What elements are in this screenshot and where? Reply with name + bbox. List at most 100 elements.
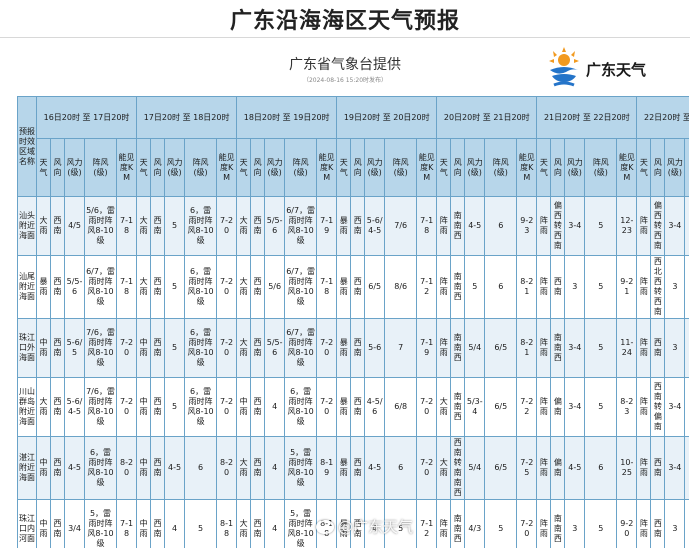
forecast-cell: 偏西转西南 (650, 196, 666, 256)
forecast-cell: 暴雨 (336, 196, 352, 256)
column-header: 阵风(级) (684, 138, 689, 197)
forecast-cell: 7-19 (416, 318, 438, 378)
forecast-cell: 7/6，雷雨时阵风8-10级 (84, 318, 117, 378)
forecast-cell: 7-20 (115, 377, 138, 437)
column-header: 能见度KM (216, 138, 238, 197)
forecast-cell: 3 (664, 499, 686, 548)
forecast-cell: 西北西转西南 (650, 255, 666, 319)
forecast-cell: 阵雨 (636, 436, 652, 500)
forecast-cell: 大雨 (436, 377, 452, 437)
column-header: 天气 (36, 138, 51, 197)
forecast-cell: 西南 (50, 436, 65, 500)
forecast-cell: 暴雨 (336, 318, 352, 378)
column-header: 风力(级) (564, 138, 586, 197)
column-header: 风向 (350, 138, 366, 197)
column-header: 风向 (50, 138, 65, 197)
forecast-cell: 5 (684, 255, 689, 319)
column-header: 天气 (536, 138, 552, 197)
forecast-cell: 6/5 (484, 318, 518, 378)
forecast-cell: 12-23 (616, 196, 638, 256)
forecast-cell: 5，雷雨时阵风8-10级 (84, 499, 117, 548)
forecast-cell: 6，雷雨时阵风8-10级 (184, 196, 218, 256)
forecast-cell: 阵雨 (636, 377, 652, 437)
forecast-cell: 西南 (50, 499, 65, 548)
forecast-cell: 5 (684, 499, 689, 548)
forecast-cell: 6，雷雨时阵风8-10级 (184, 377, 218, 437)
forecast-cell: 5 (164, 318, 186, 378)
period-header: 22日20时 至 23日20时 (636, 96, 689, 139)
forecast-cell: 7-20 (416, 377, 438, 437)
forecast-cell: 阵雨 (636, 196, 652, 256)
forecast-cell: 西南 (250, 255, 266, 319)
forecast-cell: 5 (584, 377, 618, 437)
column-header: 阵风(级) (284, 138, 318, 197)
column-header: 阵风(级) (84, 138, 117, 197)
forecast-cell: 3 (664, 255, 686, 319)
column-header: 能见度KM (516, 138, 538, 197)
logo-text: 广东天气 (586, 60, 647, 79)
forecast-cell: 西南 (350, 196, 366, 256)
forecast-cell: 6，雷雨时阵风8-10级 (184, 318, 218, 378)
forecast-cell: 偏西转西南 (550, 196, 566, 256)
forecast-cell: 南南西 (450, 196, 466, 256)
forecast-cell: 5-6/4-5 (364, 196, 386, 256)
column-header: 阵风(级) (584, 138, 618, 197)
forecast-cell: 9-23 (516, 196, 538, 256)
forecast-cell: 6/5 (484, 377, 518, 437)
forecast-cell: 大雨 (236, 255, 252, 319)
forecast-cell: 西南 (250, 436, 266, 500)
forecast-cell: 4 (264, 436, 286, 500)
region-name: 汕尾附近海面 (17, 255, 37, 319)
forecast-cell: 中雨 (136, 499, 152, 548)
column-header: 风向 (550, 138, 566, 197)
forecast-cell: 5 (684, 318, 689, 378)
column-header: 天气 (136, 138, 152, 197)
forecast-cell: 7-20 (416, 436, 438, 500)
table-row: 汕头附近海面 大雨 西南 4/5 5/6，雷雨时阵风8-10级 7-18 大雨 西南 5 6，雷雨… (17, 196, 689, 256)
forecast-cell: 7-20 (516, 499, 538, 548)
forecast-cell: 西南 (250, 196, 266, 256)
forecast-cell: 7 (384, 318, 418, 378)
column-header: 风力(级) (264, 138, 286, 197)
forecast-cell: 大雨 (236, 318, 252, 378)
forecast-cell: 5 (684, 377, 689, 437)
forecast-cell: 西南 (150, 377, 166, 437)
forecast-cell: 阵雨 (536, 499, 552, 548)
forecast-cell: 6 (484, 196, 518, 256)
forecast-cell: 西南转南南西 (450, 436, 466, 500)
forecast-cell: 5 (164, 377, 186, 437)
column-header: 风力(级) (364, 138, 386, 197)
column-header: 天气 (236, 138, 252, 197)
forecast-cell: 4/5 (64, 196, 85, 256)
forecast-cell: 中雨 (136, 377, 152, 437)
forecast-cell: 中雨 (136, 436, 152, 500)
forecast-cell: 阵雨 (636, 255, 652, 319)
forecast-cell: 南南西 (450, 377, 466, 437)
forecast-cell: 5-6/5 (64, 318, 85, 378)
forecast-cell: 阵雨 (536, 255, 552, 319)
forecast-cell: 大雨 (436, 436, 452, 500)
column-header: 风向 (650, 138, 666, 197)
period-header: 21日20时 至 22日20时 (536, 96, 638, 139)
forecast-cell: 6 (584, 436, 618, 500)
forecast-cell: 西南 (50, 196, 65, 256)
forecast-cell: 9-21 (616, 255, 638, 319)
forecast-body: 汕头附近海面 大雨 西南 4/5 5/6，雷雨时阵风8-10级 7-18 大雨 西南 5 6，雷雨… (17, 196, 689, 548)
forecast-cell: 中雨 (36, 436, 51, 500)
forecast-cell: 中雨 (136, 318, 152, 378)
column-header: 能见度KM (616, 138, 638, 197)
forecast-cell: 5/5-6 (64, 255, 85, 319)
forecast-cell: 大雨 (36, 196, 51, 256)
forecast-cell: 4-5 (164, 436, 186, 500)
forecast-cell: 西南 (150, 499, 166, 548)
forecast-cell: 8-21 (516, 255, 538, 319)
forecast-cell: 8-20 (115, 436, 138, 500)
forecast-cell: 6，雷雨时阵风8-10级 (84, 436, 117, 500)
forecast-cell: 阵雨 (536, 436, 552, 500)
forecast-cell: 5，雷雨时阵风8-10级 (284, 436, 318, 500)
forecast-cell: 7-20 (115, 318, 138, 378)
forecast-cell: 中雨 (36, 318, 51, 378)
forecast-cell: 西南 (350, 499, 366, 548)
forecast-cell: 阵雨 (636, 499, 652, 548)
forecast-cell: 7-20 (216, 377, 238, 437)
